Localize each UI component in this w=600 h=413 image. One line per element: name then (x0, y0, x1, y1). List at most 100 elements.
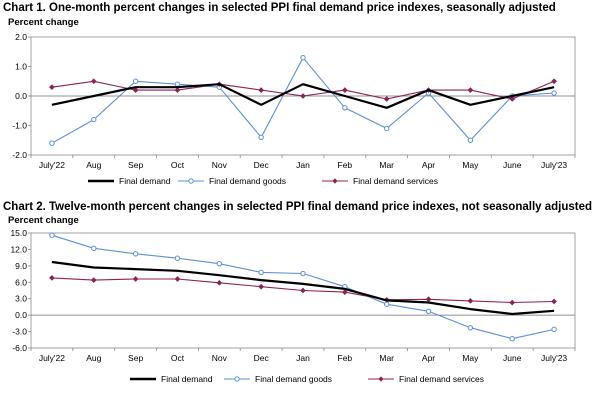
chart1-legend-marker-goods (188, 178, 194, 184)
chart2-point-services (551, 298, 558, 305)
chart2-point-goods (467, 325, 474, 331)
chart2-y-tick-label: 0.0 (15, 310, 27, 320)
chart2-legend-marker-goods (234, 376, 240, 382)
chart1-point-services (383, 95, 390, 102)
chart2-point-goods (258, 269, 264, 276)
chart1-x-tick-label: Feb (338, 160, 353, 170)
chart2-series-line-1 (51, 234, 555, 340)
chart2-x-tick-label: Jan (296, 353, 310, 363)
chart1-x-tick-label: Nov (212, 160, 228, 170)
chart2-point-goods (91, 245, 97, 252)
chart1-point-services (509, 95, 516, 102)
chart1-point-services (174, 87, 181, 94)
chart2-x-tick-label: May (462, 353, 479, 363)
chart2-point-services (174, 276, 181, 282)
chart2-point-goods (49, 232, 55, 238)
chart2-legend-label-0: Final demand (161, 374, 213, 384)
chart2-x-tick-label: Feb (338, 353, 353, 363)
chart2-y-tick-label: 3.0 (15, 294, 27, 304)
chart2-point-goods (300, 270, 306, 277)
chart2-y-tick-label: -6.0 (12, 343, 27, 353)
chart2-point-goods (174, 255, 181, 261)
chart1-point-services (551, 78, 558, 85)
chart1-x-tick-label: July'22 (39, 160, 65, 170)
chart1-x-tick-label: May (462, 160, 479, 170)
chart2-x-tick-label: June (503, 353, 522, 363)
chart1-x-tick-label: Aug (86, 160, 101, 170)
chart2-x-tick-label: Aug (86, 353, 101, 363)
chart1-title: Chart 1. One-month percent changes in se… (3, 2, 556, 14)
chart2-point-goods (216, 260, 223, 267)
chart1-x-tick-label: Apr (422, 160, 435, 170)
chart1-x-tick-label: Jan (296, 160, 310, 170)
chart1-point-services (300, 93, 306, 99)
chart2-point-services (216, 279, 223, 286)
chart2-y-tick-label: 15.0 (10, 228, 27, 238)
chart1-point-goods (49, 140, 55, 146)
chart2-x-tick-label: Apr (422, 353, 435, 363)
chart2-y-tick-label: 9.0 (15, 261, 27, 271)
chart1-y-tick-label: -2.0 (12, 150, 27, 160)
chart2-x-tick-label: Dec (254, 353, 270, 363)
chart1-point-services (90, 78, 97, 85)
chart1-point-goods (551, 90, 557, 96)
chart1-point-services (258, 87, 265, 94)
chart2-x-tick-label: Sep (128, 353, 143, 363)
chart2-point-services (132, 276, 139, 282)
chart1-x-tick-label: Sep (128, 160, 143, 170)
chart2-title: Chart 2. Twelve-month percent changes in… (3, 201, 593, 213)
chart2-point-services (300, 287, 306, 294)
chart1-series-line-0 (51, 83, 555, 109)
chart2-legend-label-2: Final demand services (399, 374, 484, 384)
chart2-x-tick-label: July'22 (39, 353, 65, 363)
chart2-point-services (467, 297, 474, 304)
chart1-point-services (48, 84, 55, 91)
chart1-point-goods (383, 125, 390, 132)
chart1-y-tick-label: 0.0 (15, 91, 27, 101)
chart1-point-services (132, 87, 139, 94)
chart2-legend-marker-services (378, 376, 384, 382)
chart1-y-tick-label: 2.0 (15, 32, 27, 42)
chart1-y-axis-label: Percent change (8, 17, 79, 28)
chart1-x-tick-label: July'23 (541, 160, 567, 170)
chart2-y-tick-label: -3.0 (12, 327, 27, 337)
chart2-point-goods (509, 335, 515, 342)
chart2-point-services (425, 296, 432, 303)
chart1-point-goods (300, 54, 306, 61)
chart2-point-goods (551, 326, 557, 333)
chart2-x-tick-label: Oct (171, 353, 185, 363)
chart1-x-tick-label: Mar (379, 160, 394, 170)
chart2-x-tick-label: July'23 (541, 353, 567, 363)
chart2-point-services (90, 277, 97, 284)
chart1-y-tick-label: 1.0 (15, 62, 27, 72)
chart2-point-services (48, 274, 55, 281)
chart1-point-services (467, 87, 474, 94)
chart2-y-tick-label: 12.0 (10, 244, 27, 254)
chart2-x-tick-label: Mar (379, 353, 394, 363)
chart2-point-goods (425, 308, 432, 315)
chart1-point-goods (467, 137, 474, 143)
chart2-point-services (509, 299, 516, 306)
chart1-x-tick-label: Oct (171, 160, 185, 170)
chart2-x-tick-label: Nov (212, 353, 228, 363)
chart2-series-line-0 (51, 260, 555, 316)
chart1-y-tick-label: -1.0 (12, 121, 27, 131)
chart1-legend-label-0: Final demand (119, 176, 171, 186)
chart1-legend-marker-services (332, 178, 338, 184)
chart2-y-tick-label: 6.0 (15, 277, 27, 287)
chart1-point-goods (132, 78, 139, 84)
chart2-point-goods (132, 251, 139, 257)
chart1-point-goods (342, 105, 348, 111)
chart2-legend-label-1: Final demand goods (255, 374, 332, 384)
chart1-point-services (341, 87, 348, 94)
chart2-point-services (341, 289, 348, 296)
chart2-point-services (258, 283, 265, 290)
chart2-y-axis-label: Percent change (8, 215, 79, 226)
chart1-point-goods (174, 81, 181, 87)
chart1-x-tick-label: June (503, 160, 522, 170)
chart1-point-goods (258, 134, 264, 141)
chart1-point-goods (91, 116, 97, 123)
chart1-legend-label-1: Final demand goods (209, 176, 286, 186)
chart1-series-line-1 (51, 57, 555, 144)
